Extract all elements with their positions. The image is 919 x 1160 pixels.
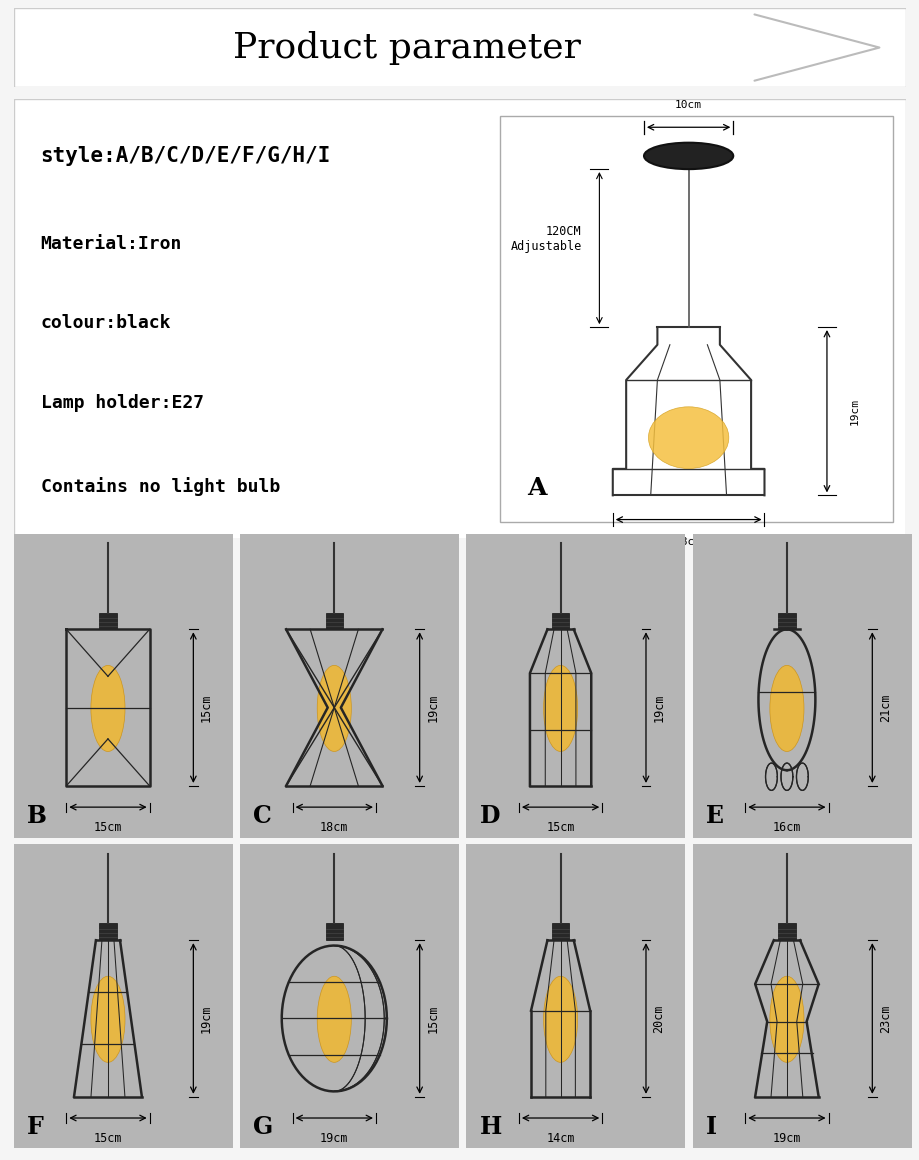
Text: 19cm: 19cm xyxy=(652,694,665,722)
Text: 19cm: 19cm xyxy=(848,398,858,425)
FancyBboxPatch shape xyxy=(14,8,905,87)
FancyBboxPatch shape xyxy=(466,534,685,838)
Text: Material:Iron: Material:Iron xyxy=(40,235,182,253)
Text: H: H xyxy=(479,1115,502,1139)
FancyBboxPatch shape xyxy=(551,923,569,941)
Text: 19cm: 19cm xyxy=(199,1005,213,1032)
Text: D: D xyxy=(479,804,500,828)
Ellipse shape xyxy=(769,666,803,752)
Text: 15cm: 15cm xyxy=(425,1005,439,1032)
Text: 14cm: 14cm xyxy=(546,1132,574,1145)
Text: 15cm: 15cm xyxy=(546,821,574,834)
Text: I: I xyxy=(705,1115,716,1139)
FancyBboxPatch shape xyxy=(777,612,795,630)
Text: 23cm: 23cm xyxy=(878,1005,891,1032)
Ellipse shape xyxy=(643,143,732,169)
Text: 21cm: 21cm xyxy=(878,694,891,722)
FancyBboxPatch shape xyxy=(14,99,905,539)
FancyBboxPatch shape xyxy=(325,923,343,941)
Text: C: C xyxy=(253,804,272,828)
Text: 19cm: 19cm xyxy=(320,1132,348,1145)
Text: Lamp holder:E27: Lamp holder:E27 xyxy=(40,393,203,412)
Text: colour:black: colour:black xyxy=(40,314,171,333)
Text: A: A xyxy=(527,476,546,500)
FancyBboxPatch shape xyxy=(692,534,911,838)
Text: 15cm: 15cm xyxy=(94,821,122,834)
Text: 120CM
Adjustable: 120CM Adjustable xyxy=(510,225,581,253)
FancyBboxPatch shape xyxy=(466,844,685,1148)
FancyBboxPatch shape xyxy=(692,844,911,1148)
Text: 16cm: 16cm xyxy=(772,821,800,834)
Ellipse shape xyxy=(543,666,577,752)
Text: F: F xyxy=(27,1115,44,1139)
Text: B: B xyxy=(27,804,47,828)
Ellipse shape xyxy=(543,977,577,1063)
Ellipse shape xyxy=(317,977,351,1063)
Text: 18cm: 18cm xyxy=(675,537,701,548)
Text: style:A/B/C/D/E/F/G/H/I: style:A/B/C/D/E/F/G/H/I xyxy=(40,146,331,166)
Text: 15cm: 15cm xyxy=(199,694,213,722)
FancyBboxPatch shape xyxy=(240,534,459,838)
Text: 19cm: 19cm xyxy=(772,1132,800,1145)
Text: 20cm: 20cm xyxy=(652,1005,665,1032)
Text: 15cm: 15cm xyxy=(94,1132,122,1145)
Text: Contains no light bulb: Contains no light bulb xyxy=(40,477,279,496)
FancyBboxPatch shape xyxy=(500,116,891,522)
FancyBboxPatch shape xyxy=(99,923,117,941)
FancyBboxPatch shape xyxy=(551,612,569,630)
Text: G: G xyxy=(253,1115,273,1139)
FancyBboxPatch shape xyxy=(777,923,795,941)
Ellipse shape xyxy=(648,407,728,469)
Text: 10cm: 10cm xyxy=(675,100,701,109)
Text: E: E xyxy=(705,804,723,828)
Ellipse shape xyxy=(769,977,803,1063)
Text: Product parameter: Product parameter xyxy=(233,30,580,65)
Ellipse shape xyxy=(317,666,351,752)
Ellipse shape xyxy=(91,977,125,1063)
Text: 18cm: 18cm xyxy=(320,821,348,834)
FancyBboxPatch shape xyxy=(240,844,459,1148)
FancyBboxPatch shape xyxy=(14,534,233,838)
FancyBboxPatch shape xyxy=(14,844,233,1148)
FancyBboxPatch shape xyxy=(325,612,343,630)
Text: 19cm: 19cm xyxy=(425,694,439,722)
Ellipse shape xyxy=(91,666,125,752)
FancyBboxPatch shape xyxy=(99,612,117,630)
